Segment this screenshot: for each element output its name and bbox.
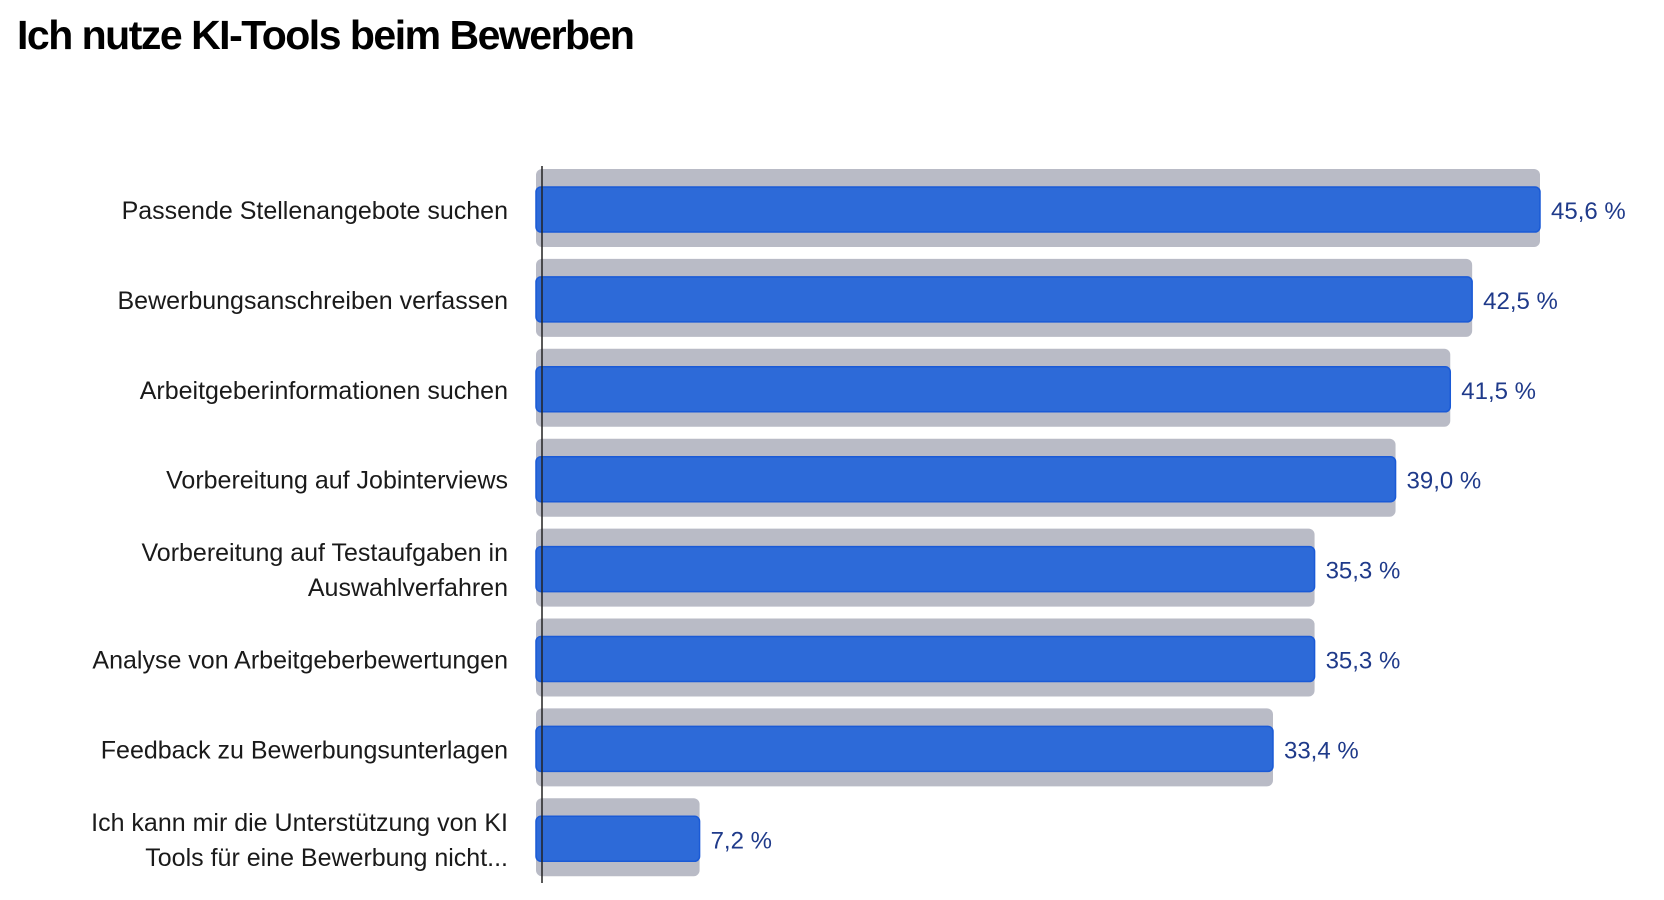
value-label: 7,2 %: [711, 827, 772, 854]
bar: [535, 455, 1397, 503]
category-label: Vorbereitung auf Jobinterviews: [166, 467, 508, 495]
category-label: Arbeitgeberinformationen suchen: [140, 377, 508, 405]
value-label: 39,0 %: [1407, 468, 1482, 495]
category-label: Vorbereitung auf Testaufgaben in Auswahlv…: [142, 539, 509, 602]
bar: [535, 366, 1452, 413]
value-label: 35,3 %: [1326, 558, 1401, 585]
value-label: 42,5 %: [1483, 288, 1558, 315]
category-label: Ich kann mir die Unterstützung von KI Too…: [91, 809, 508, 872]
bar: [535, 545, 1316, 593]
value-label: 33,4 %: [1284, 737, 1359, 764]
value-label: 35,3 %: [1326, 648, 1401, 675]
category-label: Feedback zu Bewerbungsunterlagen: [101, 736, 508, 764]
value-label: 41,5 %: [1461, 378, 1536, 405]
chart-title: Ich nutze KI-Tools beim Bewerben: [17, 12, 635, 58]
bar: [535, 725, 1274, 773]
bar: [535, 635, 1316, 683]
bar: [535, 276, 1473, 323]
value-label: 45,6 %: [1551, 198, 1626, 225]
bar: [535, 815, 701, 863]
category-label: Analyse von Arbeitgeberbewertungen: [92, 647, 508, 675]
category-label: Bewerbungsanschreiben verfassen: [117, 287, 508, 315]
category-label: Passende Stellenangebote suchen: [122, 197, 508, 225]
bar: [535, 186, 1541, 233]
